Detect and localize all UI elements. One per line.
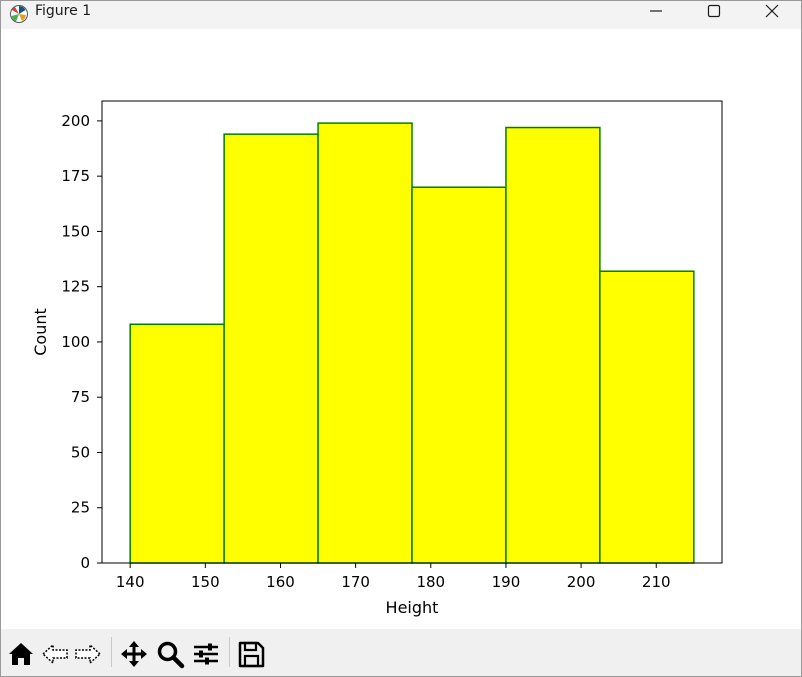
y-tick-label: 25 <box>71 499 90 517</box>
histogram-bar <box>317 122 413 564</box>
toolbar-separator <box>229 637 230 667</box>
x-tick-label: 210 <box>642 573 671 591</box>
histogram-bar <box>223 133 319 564</box>
zoom-icon <box>157 641 185 669</box>
home-button[interactable] <box>6 639 36 669</box>
x-tick-label: 190 <box>492 573 521 591</box>
toolbar-separator <box>111 637 112 667</box>
title-bar[interactable]: Figure 1 <box>1 1 801 29</box>
y-tick-label: 125 <box>61 278 90 296</box>
back-button[interactable] <box>40 639 70 669</box>
y-tick-label: 150 <box>61 222 90 240</box>
minimize-button[interactable] <box>627 1 685 29</box>
y-tick-label: 175 <box>61 167 90 185</box>
axes-frame <box>101 100 723 564</box>
y-tick-label: 50 <box>71 443 90 461</box>
pan-icon <box>121 641 147 667</box>
navigation-toolbar <box>1 629 801 676</box>
save-button[interactable] <box>236 639 266 669</box>
y-axis-label: Count <box>31 308 50 356</box>
x-tick-label: 150 <box>191 573 220 591</box>
maximize-button[interactable] <box>685 1 743 29</box>
back-icon <box>41 643 68 665</box>
x-tick-label: 140 <box>116 573 145 591</box>
histogram-bar <box>599 270 695 564</box>
save-icon <box>238 641 265 668</box>
forward-icon <box>75 643 102 665</box>
y-tick-label: 0 <box>80 554 90 572</box>
histogram-chart: 140 150 160 170 180 190 200 210 0 25 50 75 100 125 15… <box>31 100 723 617</box>
y-tick-label: 200 <box>61 112 90 130</box>
home-icon <box>9 643 33 665</box>
pan-button[interactable] <box>119 639 149 669</box>
configure-subplots-icon <box>194 643 218 665</box>
close-icon <box>765 4 779 18</box>
x-tick-label: 170 <box>341 573 370 591</box>
forward-button[interactable] <box>73 639 103 669</box>
matplotlib-logo-icon <box>10 5 28 23</box>
y-tick-label: 75 <box>71 388 90 406</box>
histogram-bar <box>411 186 507 564</box>
x-tick-label: 180 <box>416 573 445 591</box>
y-tick-label: 100 <box>61 333 90 351</box>
zoom-button[interactable] <box>155 639 185 669</box>
maximize-icon <box>707 4 721 18</box>
minimize-icon <box>650 10 662 12</box>
close-button[interactable] <box>743 1 801 29</box>
x-tick-label: 200 <box>567 573 596 591</box>
histogram-bar <box>505 126 601 564</box>
configure-subplots-button[interactable] <box>191 639 221 669</box>
window-title: Figure 1 <box>35 3 92 19</box>
figure-canvas[interactable]: 140 150 160 170 180 190 200 210 0 25 50 75 100 125 15… <box>1 29 801 629</box>
x-axis-label: Height <box>386 598 439 617</box>
histogram-bar <box>129 323 225 564</box>
x-tick-label: 160 <box>266 573 295 591</box>
